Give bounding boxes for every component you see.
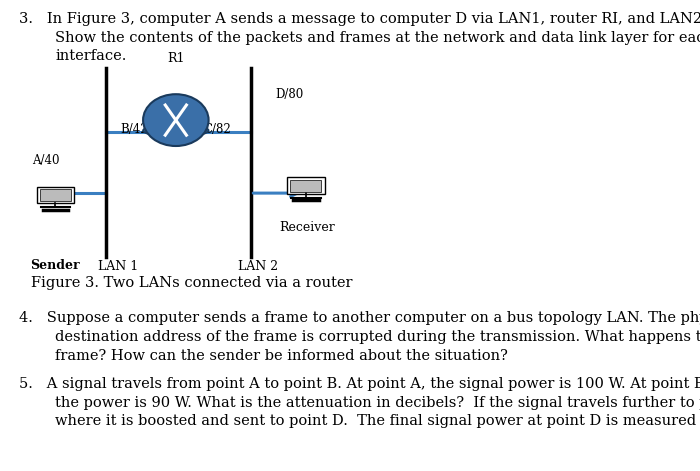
Text: C/82: C/82 bbox=[203, 123, 231, 136]
Text: destination address of the frame is corrupted during the transmission. What happ: destination address of the frame is corr… bbox=[55, 330, 700, 344]
FancyBboxPatch shape bbox=[287, 177, 325, 194]
Text: where it is boosted and sent to point D.  The final signal power at point D is m: where it is boosted and sent to point D.… bbox=[55, 414, 700, 429]
Text: R1: R1 bbox=[167, 52, 185, 65]
Text: D/80: D/80 bbox=[275, 88, 303, 101]
Text: Show the contents of the packets and frames at the network and data link layer f: Show the contents of the packets and fra… bbox=[55, 31, 700, 45]
Text: Sender: Sender bbox=[31, 259, 80, 272]
Text: Figure 3. Two LANs connected via a router: Figure 3. Two LANs connected via a route… bbox=[32, 276, 353, 290]
Ellipse shape bbox=[143, 124, 209, 137]
Text: LAN 2: LAN 2 bbox=[238, 260, 278, 273]
FancyBboxPatch shape bbox=[40, 189, 71, 202]
FancyBboxPatch shape bbox=[290, 180, 321, 192]
Text: B/42: B/42 bbox=[120, 123, 148, 136]
Text: 4.   Suppose a computer sends a frame to another computer on a bus topology LAN.: 4. Suppose a computer sends a frame to a… bbox=[20, 311, 700, 325]
Text: LAN 1: LAN 1 bbox=[98, 260, 138, 273]
Text: interface.: interface. bbox=[55, 49, 127, 64]
Text: 3.   In Figure 3, computer A sends a message to computer D via LAN1, router RI, : 3. In Figure 3, computer A sends a messa… bbox=[20, 12, 700, 26]
Text: the power is 90 W. What is the attenuation in decibels?  If the signal travels f: the power is 90 W. What is the attenuati… bbox=[55, 396, 700, 410]
Text: Receiver: Receiver bbox=[279, 221, 335, 235]
Text: 5.   A signal travels from point A to point B. At point A, the signal power is 1: 5. A signal travels from point A to poin… bbox=[20, 377, 700, 391]
Text: frame? How can the sender be informed about the situation?: frame? How can the sender be informed ab… bbox=[55, 349, 508, 363]
Text: A/40: A/40 bbox=[32, 154, 60, 167]
Ellipse shape bbox=[143, 94, 209, 146]
FancyBboxPatch shape bbox=[36, 187, 74, 203]
